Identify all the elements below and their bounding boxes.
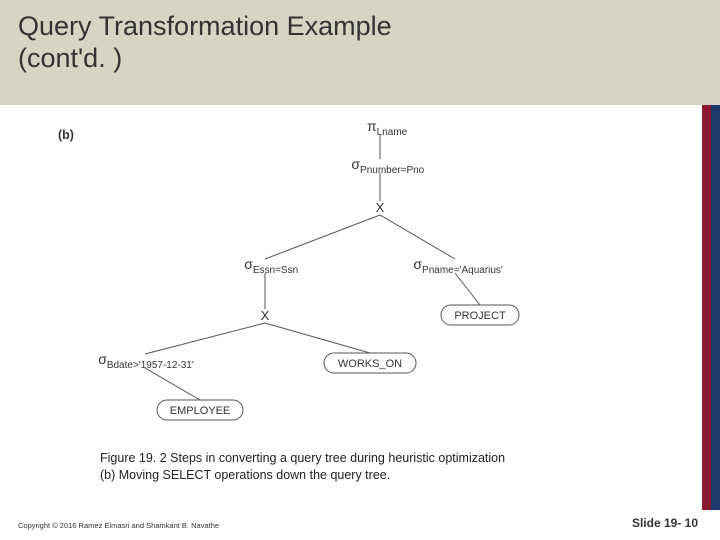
operator-node: πLname: [367, 118, 408, 138]
operator-node: σPname='Aquarius': [413, 256, 503, 276]
accent-blue: [711, 105, 720, 510]
accent-bar: [702, 105, 720, 510]
tree-edge: [145, 368, 200, 400]
copyright-text: Copyright © 2016 Ramez Elmasri and Shamk…: [18, 521, 219, 530]
tree-edge: [145, 323, 265, 354]
caption-line-1: Figure 19. 2 Steps in converting a query…: [100, 451, 505, 465]
slide-number: Slide 19- 10: [632, 516, 698, 530]
tree-edge: [265, 323, 370, 353]
join-node: X: [261, 308, 270, 323]
slide-title: Query Transformation Example (cont'd. ): [18, 10, 702, 75]
slide-footer: Copyright © 2016 Ramez Elmasri and Shamk…: [0, 512, 720, 540]
tree-svg: (b) πLname σPnumber=Pno XσEssn=Ssn σPname='A…: [50, 115, 610, 425]
figure-caption: Figure 19. 2 Steps in converting a query…: [100, 450, 640, 484]
join-node: X: [376, 200, 385, 215]
caption-line-2: (b) Moving SELECT operations down the qu…: [100, 468, 390, 482]
operator-node: σEssn=Ssn: [244, 256, 298, 276]
relation-label: PROJECT: [454, 310, 506, 322]
operator-node: σPnumber=Pno: [351, 156, 424, 176]
tree-edge: [455, 273, 480, 305]
tree-edge: [380, 215, 455, 259]
accent-red: [702, 105, 711, 510]
slide-header: Query Transformation Example (cont'd. ): [0, 0, 720, 105]
relation-label: EMPLOYEE: [170, 405, 231, 417]
relation-label: WORKS_ON: [338, 358, 402, 370]
query-tree-diagram: (b) πLname σPnumber=Pno XσEssn=Ssn σPname='A…: [50, 115, 610, 425]
slide: Query Transformation Example (cont'd. ) …: [0, 0, 720, 540]
tree-edge: [265, 215, 380, 259]
part-label: (b): [58, 128, 74, 142]
title-line-1: Query Transformation Example: [18, 11, 392, 41]
title-line-2: (cont'd. ): [18, 43, 122, 73]
